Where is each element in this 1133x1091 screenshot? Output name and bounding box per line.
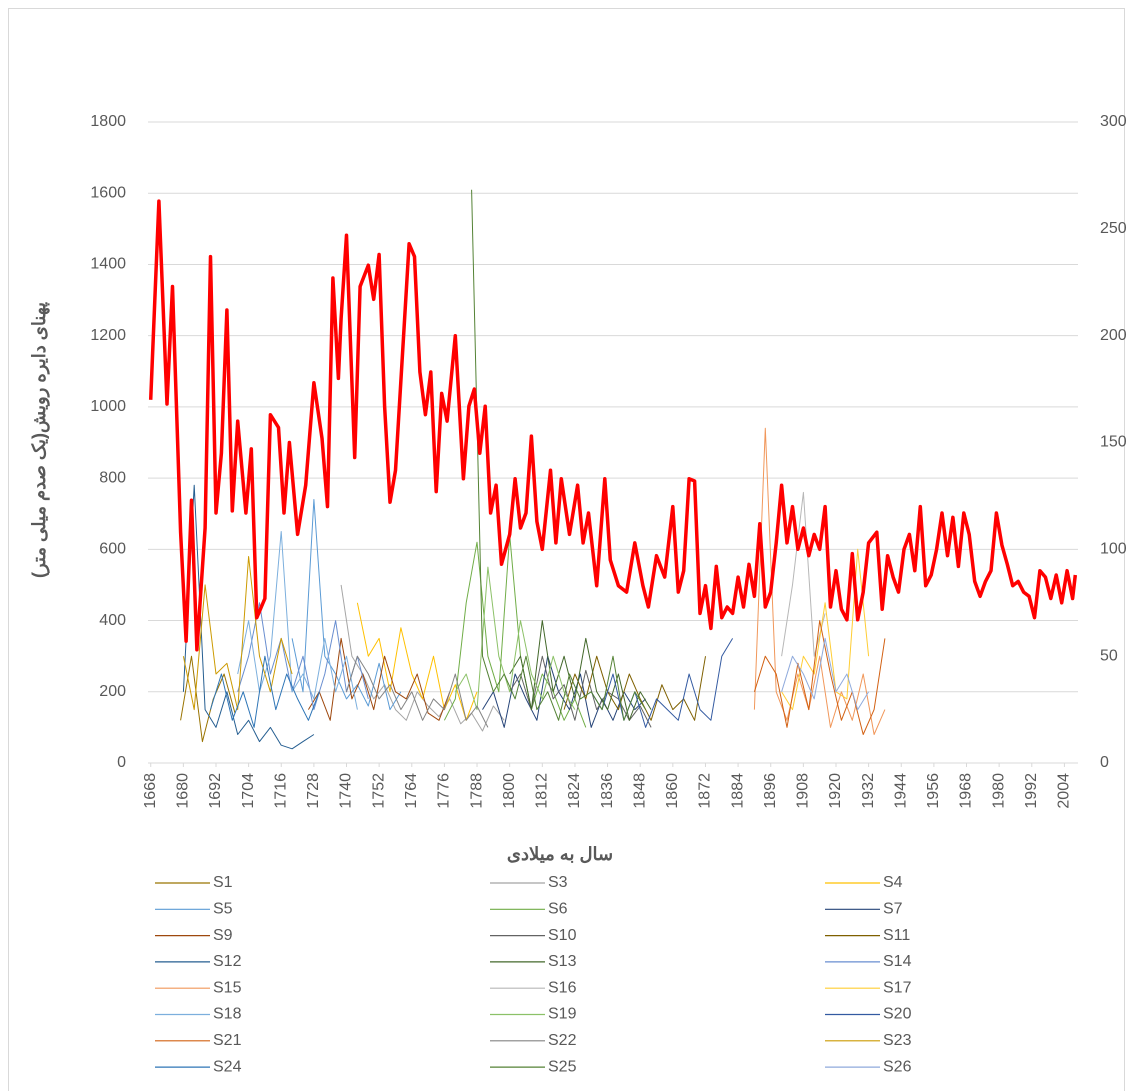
x-tick-label: 1992 xyxy=(1023,773,1040,809)
legend-label: S23 xyxy=(883,1032,912,1049)
y2-tick-label: 200 xyxy=(1100,327,1127,344)
x-tick-label: 1800 xyxy=(501,773,518,809)
y-tick-label: 1400 xyxy=(90,256,126,273)
legend-label: S17 xyxy=(883,979,912,996)
series-line xyxy=(781,637,870,711)
x-tick-label: 1932 xyxy=(860,773,877,809)
series-line xyxy=(781,491,826,657)
series-line xyxy=(482,655,646,728)
series-line xyxy=(180,655,236,743)
x-tick-label: 1908 xyxy=(795,773,812,809)
series-line xyxy=(182,484,315,750)
legend-label: S4 xyxy=(883,874,903,891)
series-line xyxy=(210,655,320,728)
legend-label: S7 xyxy=(883,901,903,918)
y-tick-label: 200 xyxy=(99,683,126,700)
x-tick-label: 1692 xyxy=(207,773,224,809)
legend-label: S25 xyxy=(548,1058,577,1075)
x-tick-label: 1704 xyxy=(240,773,257,809)
legend-label: S6 xyxy=(548,901,568,918)
legend-label: S9 xyxy=(213,927,233,944)
x-tick-label: 1788 xyxy=(468,773,485,809)
y2-tick-label: 100 xyxy=(1100,541,1127,558)
y-tick-label: 1600 xyxy=(90,184,126,201)
x-tick-label: 1776 xyxy=(436,773,453,809)
x-tick-label: 1812 xyxy=(534,773,551,809)
y2-tick-label: 0 xyxy=(1100,754,1109,771)
legend-label: S19 xyxy=(548,1006,577,1023)
x-tick-label: 1716 xyxy=(272,773,289,809)
y-tick-label: 1000 xyxy=(90,398,126,415)
series-line xyxy=(443,534,587,728)
series-line xyxy=(509,620,652,721)
y-tick-label: 600 xyxy=(99,541,126,558)
x-tick-label: 1836 xyxy=(599,773,616,809)
series-line xyxy=(307,637,451,721)
x-tick-label: 1884 xyxy=(729,773,746,809)
series-line xyxy=(590,638,734,728)
y2-tick-label: 50 xyxy=(1100,647,1118,664)
legend-label: S3 xyxy=(548,874,568,891)
series-line xyxy=(753,620,886,735)
series-line xyxy=(509,655,652,728)
legend-label: S11 xyxy=(883,927,910,944)
legend-label: S15 xyxy=(213,979,242,996)
x-tick-label: 1668 xyxy=(142,773,159,809)
legend-label: S14 xyxy=(883,953,912,970)
series-line xyxy=(563,655,706,721)
legend-label: S21 xyxy=(213,1032,242,1049)
x-tick-label: 1956 xyxy=(925,773,942,809)
series-line xyxy=(346,655,489,728)
legend-label: S13 xyxy=(548,953,577,970)
x-tick-label: 1824 xyxy=(566,773,583,809)
series-line xyxy=(753,427,886,735)
x-tick-label: 1896 xyxy=(762,773,779,809)
x-tick-label: 1680 xyxy=(175,773,192,809)
x-tick-label: 2004 xyxy=(1056,773,1073,809)
x-axis-title: سال به میلادی xyxy=(507,844,613,864)
series-line xyxy=(291,499,402,711)
y-tick-label: 400 xyxy=(99,612,126,629)
legend-label: S24 xyxy=(213,1058,242,1075)
legend-label: S12 xyxy=(213,953,242,970)
y-axis-title: پهنای دایره رویش(یک صدم میلی متر) xyxy=(29,302,50,578)
mean-line xyxy=(148,199,1078,652)
x-tick-label: 1944 xyxy=(892,773,909,809)
x-tick-label: 1872 xyxy=(697,773,714,809)
y-tick-label: 800 xyxy=(99,469,126,486)
series-line xyxy=(471,189,647,721)
legend-label: S26 xyxy=(883,1058,912,1075)
series-line xyxy=(781,548,870,711)
x-tick-label: 1764 xyxy=(403,773,420,809)
x-tick-label: 1728 xyxy=(305,773,322,809)
legend-label: S5 xyxy=(213,901,233,918)
legend-label: S1 xyxy=(213,874,233,891)
x-tick-label: 1860 xyxy=(664,773,681,809)
y2-tick-label: 150 xyxy=(1100,434,1127,451)
series-line xyxy=(237,531,358,710)
y2-tick-label: 250 xyxy=(1100,220,1127,237)
y-tick-label: 1200 xyxy=(90,327,126,344)
y-tick-label: 1800 xyxy=(90,113,126,130)
legend-label: S22 xyxy=(548,1032,577,1049)
legend-label: S20 xyxy=(883,1006,912,1023)
x-tick-label: 1740 xyxy=(338,773,355,809)
series-line xyxy=(356,602,478,721)
y-tick-label: 0 xyxy=(117,754,126,771)
legend-label: S16 xyxy=(548,979,577,996)
x-tick-label: 1980 xyxy=(990,773,1007,809)
x-tick-label: 1968 xyxy=(958,773,975,809)
x-tick-label: 1920 xyxy=(827,773,844,809)
legend-label: S18 xyxy=(213,1006,242,1023)
series-line xyxy=(454,566,576,711)
x-tick-label: 1752 xyxy=(370,773,387,809)
legend-label: S10 xyxy=(548,927,577,944)
x-tick-label: 1848 xyxy=(631,773,648,809)
y2-tick-label: 300 xyxy=(1100,113,1127,130)
series-line xyxy=(182,556,293,711)
